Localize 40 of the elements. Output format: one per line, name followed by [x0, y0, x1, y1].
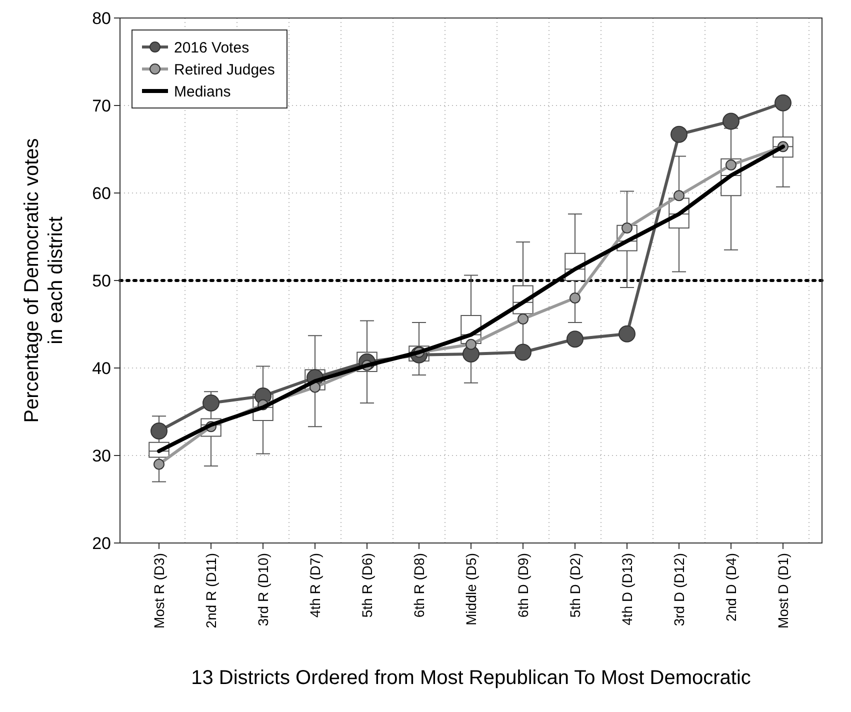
y-tick-label: 20: [92, 534, 111, 553]
point: [150, 422, 168, 440]
point: [570, 292, 580, 304]
x-tick-label: 3rd D (D12): [671, 553, 687, 626]
point: [674, 190, 684, 202]
y-tick-label: 80: [92, 8, 111, 28]
point: [202, 394, 220, 412]
x-tick-label: Most R (D3): [151, 553, 167, 628]
point: [722, 112, 740, 130]
legend-label: Retired Judges: [174, 61, 275, 78]
x-tick-label: Most D (D1): [775, 553, 791, 628]
x-tick-label: 4th D (D13): [619, 553, 635, 626]
x-tick-label: 6th R (D8): [411, 553, 427, 618]
y-tick-label: 40: [92, 358, 111, 378]
x-tick-label: 6th D (D9): [515, 553, 531, 618]
y-tick-label: 50: [92, 271, 111, 290]
x-tick-label: 2nd D (D4): [723, 553, 739, 622]
point: [622, 222, 632, 234]
point: [154, 458, 164, 470]
point: [466, 338, 476, 350]
legend-label: Medians: [174, 83, 231, 100]
x-tick-label: 5th R (D6): [359, 553, 375, 618]
point: [726, 160, 736, 170]
y-tick-label: 70: [92, 96, 111, 116]
point: [518, 314, 528, 324]
legend-label: 2016 Votes: [174, 39, 250, 56]
point: [618, 325, 636, 342]
x-axis-title: 13 Districts Ordered from Most Republican To Most Democratic: [191, 667, 751, 689]
point: [670, 126, 688, 143]
x-tick-label: 2nd R (D11): [203, 553, 219, 628]
y-tick-label: 30: [92, 446, 111, 466]
x-tick-label: 3rd R (D10): [255, 553, 271, 626]
point: [774, 94, 792, 112]
x-tick-label: Middle (D5): [463, 553, 479, 626]
x-tick-label: 4th R (D7): [307, 553, 323, 618]
point: [566, 330, 584, 348]
x-tick-label: 5th D (D2): [567, 553, 583, 618]
y-tick-label: 60: [92, 184, 111, 203]
y-axis-title: Percentage of Democratic votes in each district: [21, 138, 67, 423]
point: [514, 344, 532, 361]
